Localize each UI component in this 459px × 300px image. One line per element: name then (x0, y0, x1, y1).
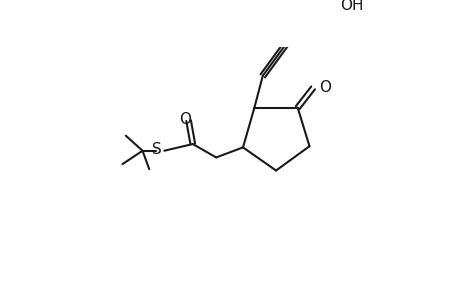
Text: OH: OH (339, 0, 363, 13)
Text: O: O (319, 80, 330, 95)
Text: S: S (152, 142, 162, 157)
Text: O: O (179, 112, 191, 127)
